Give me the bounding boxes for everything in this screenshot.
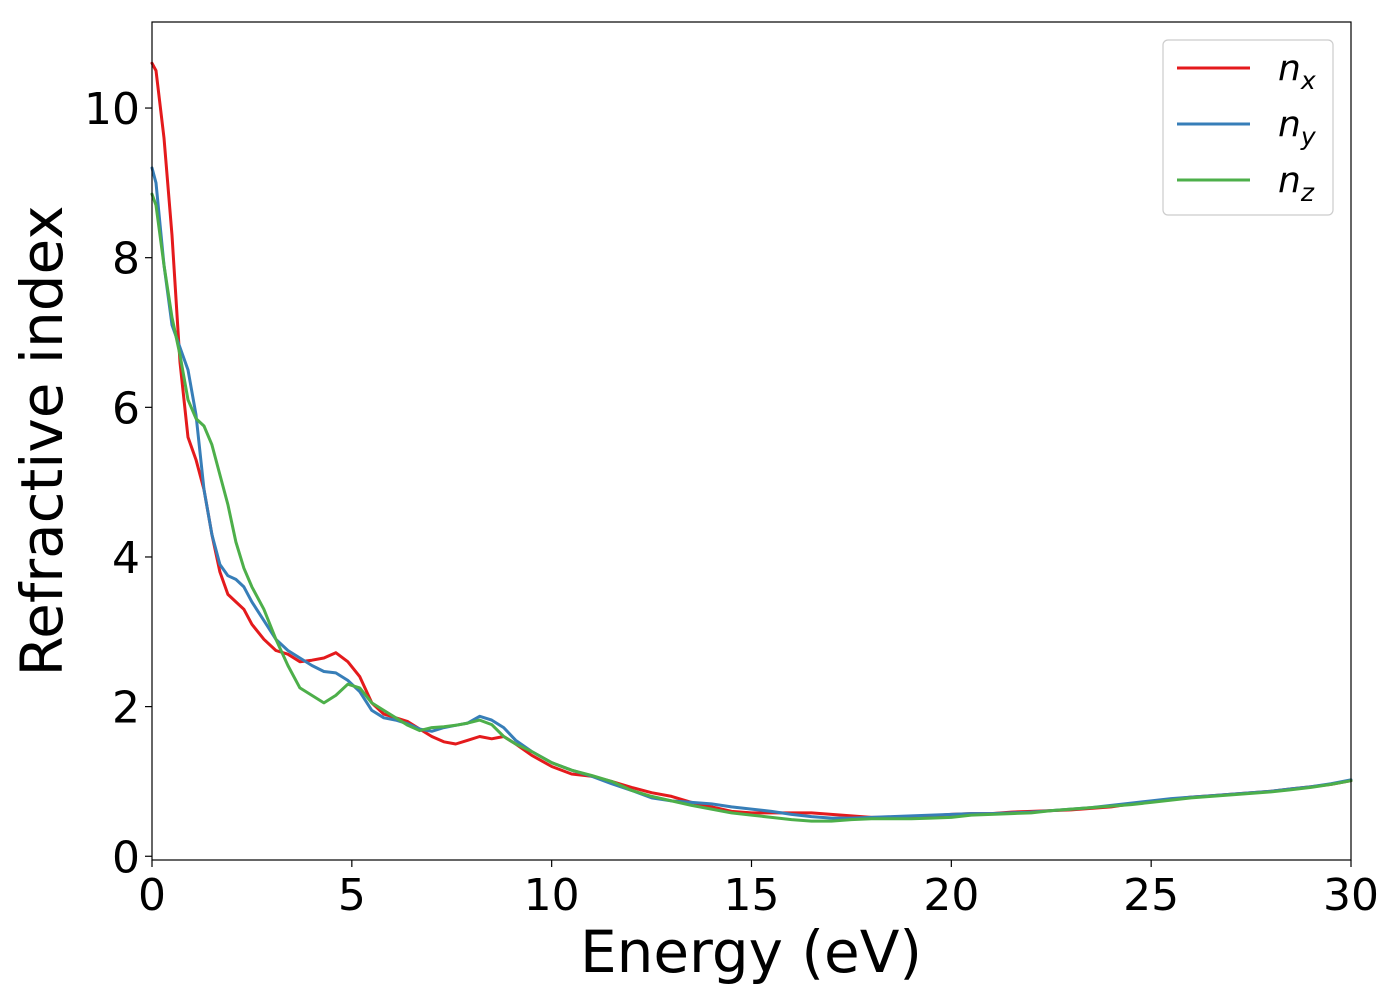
legend: nx ny nz [1162, 39, 1334, 216]
x-tick-label: 15 [724, 870, 780, 921]
legend-label-x: nx [1278, 48, 1316, 95]
y-tick-label: 4 [112, 533, 140, 584]
x-tick-label: 30 [1323, 870, 1379, 921]
x-tick-label: 25 [1123, 870, 1179, 921]
x-axis-title: Energy (eV) [580, 918, 922, 986]
x-axis-ticks: 0 5 10 15 20 25 30 [138, 860, 1379, 921]
y-axis-title: Refractive index [8, 205, 76, 676]
x-tick-label: 0 [138, 870, 166, 921]
legend-label-z: nz [1278, 160, 1315, 207]
y-tick-label: 10 [84, 84, 140, 135]
legend-label-y: ny [1278, 104, 1317, 151]
y-tick-label: 8 [112, 234, 140, 285]
series-layer [150, 61, 1353, 823]
legend-box [1162, 39, 1334, 216]
plot-background [152, 22, 1351, 860]
series-line-z [150, 192, 1353, 823]
x-tick-label: 20 [923, 870, 979, 921]
y-tick-label: 0 [112, 832, 140, 883]
y-tick-label: 6 [112, 383, 140, 434]
x-tick-label: 5 [338, 870, 366, 921]
y-tick-label: 2 [112, 683, 140, 734]
x-tick-label: 10 [524, 870, 580, 921]
y-axis-ticks: 0 2 4 6 8 10 [84, 84, 152, 883]
